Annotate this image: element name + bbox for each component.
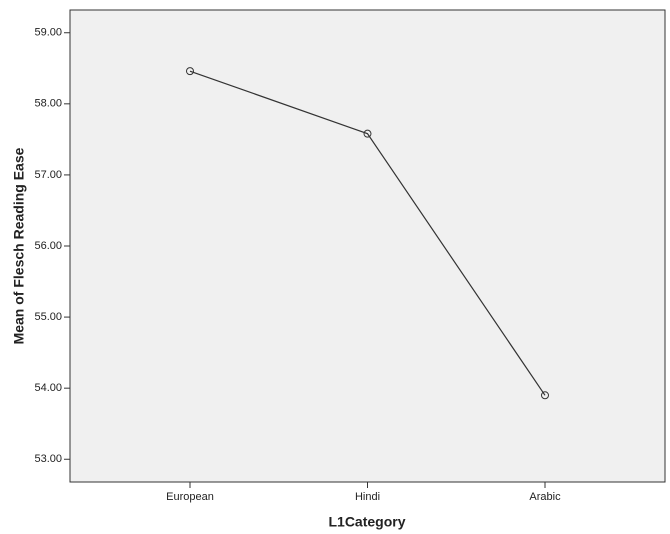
x-axis-title: L1Category xyxy=(328,514,405,530)
x-tick-label: European xyxy=(166,491,214,503)
data-point xyxy=(186,67,194,76)
y-tick-label: 54.00 xyxy=(34,382,62,394)
plot-area xyxy=(69,9,666,483)
x-tick-label: Arabic xyxy=(529,491,561,503)
x-tick-label: Hindi xyxy=(355,491,380,503)
y-tick-label: 53.00 xyxy=(34,453,62,465)
y-tick-label: 57.00 xyxy=(34,169,62,181)
y-tick-label: 55.00 xyxy=(34,311,62,323)
data-line xyxy=(189,70,546,396)
y-tick-label: 58.00 xyxy=(34,98,62,110)
data-point xyxy=(541,391,549,400)
data-point xyxy=(363,129,372,138)
y-tick-label: 59.00 xyxy=(34,27,62,39)
y-tick-label: 56.00 xyxy=(34,240,62,252)
y-axis-title: Mean of Flesch Reading Ease xyxy=(11,147,27,344)
